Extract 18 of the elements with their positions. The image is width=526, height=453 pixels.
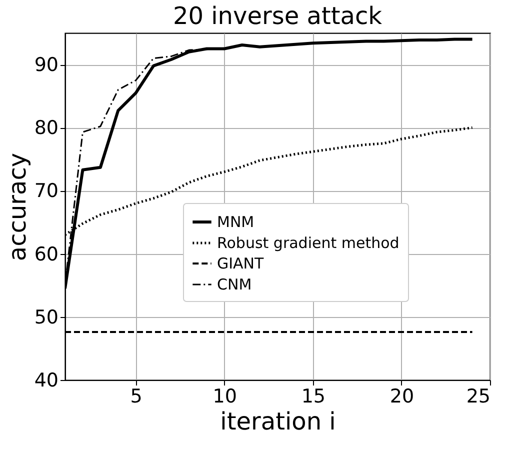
y-tick-label: 40 xyxy=(34,370,58,392)
x-tick-label: 10 xyxy=(212,386,237,408)
x-tick-label: 20 xyxy=(390,386,414,408)
x-tick-label: 15 xyxy=(301,386,326,408)
x-tick-label: 5 xyxy=(130,386,142,408)
legend-label: CNM xyxy=(217,276,252,294)
y-tick-label: 80 xyxy=(34,117,58,140)
y-tick-label: 50 xyxy=(34,306,58,328)
legend-label: Robust gradient method xyxy=(217,234,400,252)
y-tick-label: 90 xyxy=(34,54,58,76)
chart-title: 20 inverse attack xyxy=(172,2,382,30)
legend-label: MNM xyxy=(217,213,254,231)
x-tick-label: 25 xyxy=(466,386,490,408)
legend-label: GIANT xyxy=(217,254,265,272)
y-axis-title: accuracy xyxy=(3,152,32,262)
y-tick-label: 60 xyxy=(34,243,58,266)
x-axis-title: iteration i xyxy=(220,408,336,436)
y-tick-label: 70 xyxy=(34,180,58,202)
